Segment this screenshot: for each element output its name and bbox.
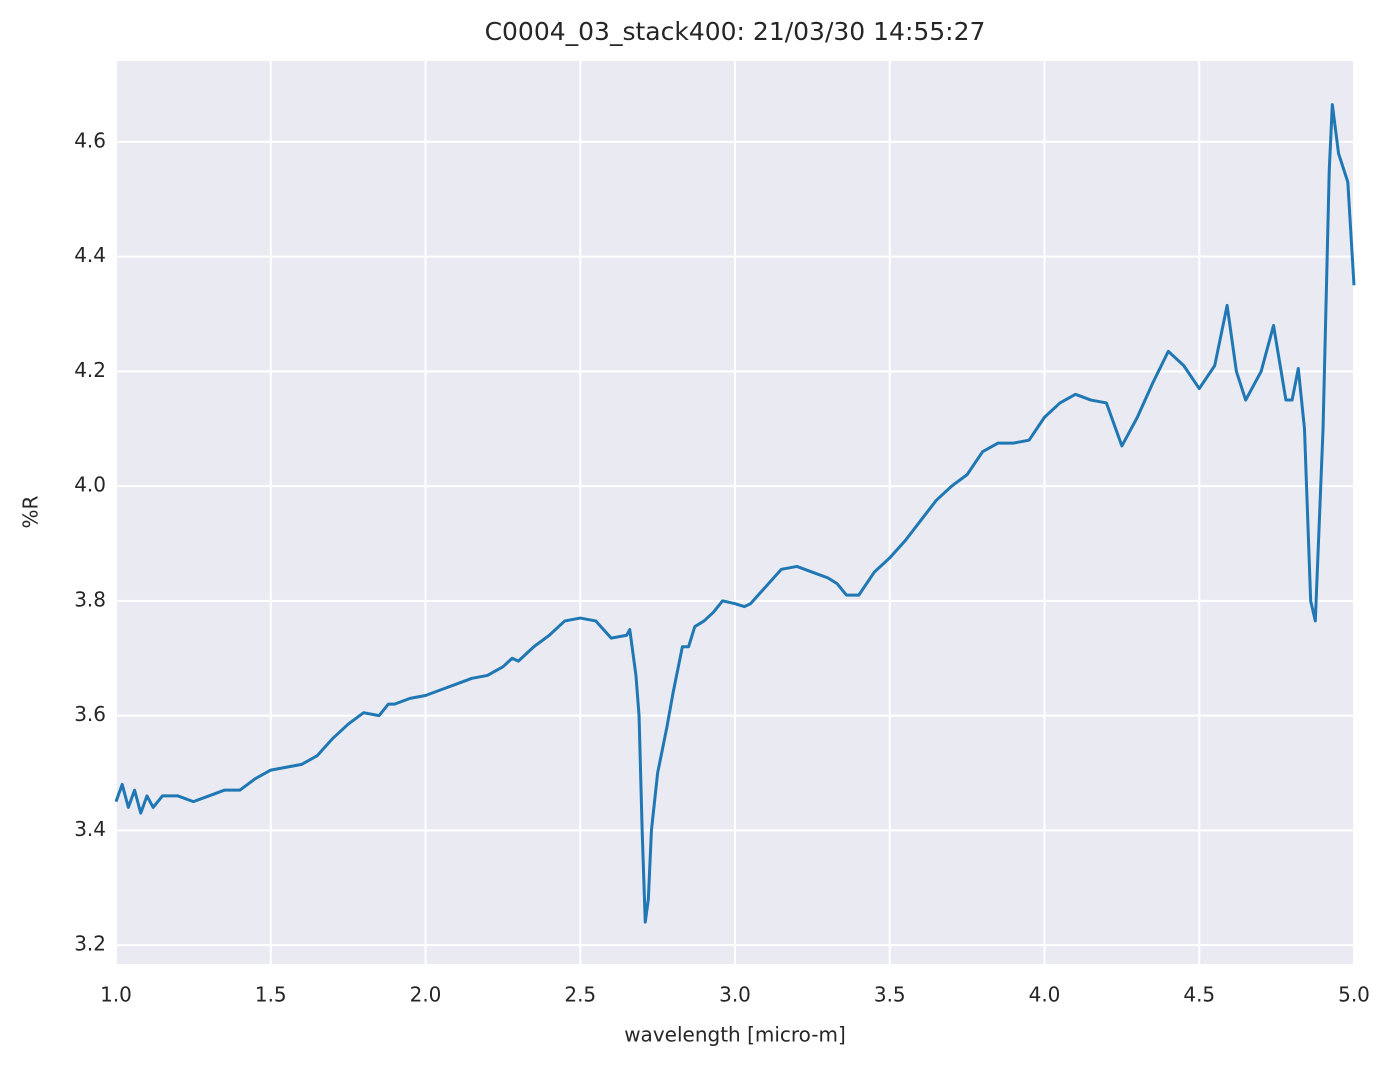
y-tick-label: 3.2 bbox=[74, 932, 106, 956]
y-tick-label: 4.6 bbox=[74, 128, 106, 152]
x-tick-label: 5.0 bbox=[1338, 983, 1370, 1007]
x-tick-label: 4.5 bbox=[1183, 983, 1215, 1007]
x-tick-label: 2.0 bbox=[410, 983, 442, 1007]
y-axis-label: %R bbox=[19, 495, 43, 528]
x-tick-label: 3.0 bbox=[719, 983, 751, 1007]
x-tick-label: 3.5 bbox=[874, 983, 906, 1007]
y-tick-label: 3.8 bbox=[74, 587, 106, 611]
x-tick-label: 2.5 bbox=[564, 983, 596, 1007]
data-line bbox=[114, 103, 1356, 924]
x-tick-label: 1.0 bbox=[100, 983, 132, 1007]
y-tick-label: 4.2 bbox=[74, 358, 106, 382]
y-tick-label: 3.6 bbox=[74, 702, 106, 726]
x-tick-label: 1.5 bbox=[255, 983, 287, 1007]
x-tick-label: 4.0 bbox=[1029, 983, 1061, 1007]
y-tick-label: 4.4 bbox=[74, 243, 106, 267]
chart-title: C0004_03_stack400: 21/03/30 14:55:27 bbox=[485, 17, 986, 46]
y-tick-label: 4.0 bbox=[74, 473, 106, 497]
x-axis-label: wavelength [micro-m] bbox=[624, 1023, 846, 1047]
y-tick-label: 3.4 bbox=[74, 817, 106, 841]
